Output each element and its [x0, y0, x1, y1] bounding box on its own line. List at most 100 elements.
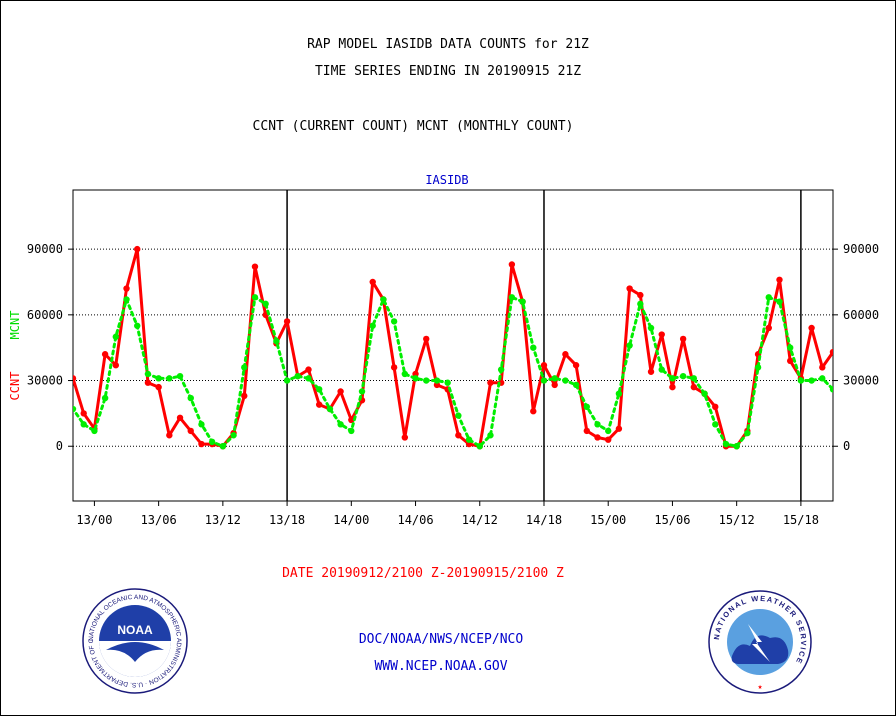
data-point-mcnt	[465, 436, 473, 443]
y-tick-label-right: 30000	[843, 374, 879, 388]
data-point-ccnt	[455, 432, 462, 439]
data-point-mcnt	[712, 421, 719, 428]
data-point-mcnt	[562, 377, 569, 384]
data-point-mcnt	[455, 412, 462, 419]
data-point-ccnt	[819, 364, 826, 371]
data-point-mcnt	[241, 364, 248, 371]
data-point-mcnt	[647, 324, 655, 332]
data-point-ccnt	[369, 278, 376, 286]
data-point-mcnt	[101, 394, 109, 402]
data-point-mcnt	[615, 390, 623, 397]
data-point-ccnt	[808, 324, 815, 332]
data-point-ccnt	[73, 375, 77, 382]
nws-logo-star: ★	[758, 682, 763, 691]
data-point-mcnt	[551, 375, 558, 382]
data-point-ccnt	[412, 370, 419, 378]
data-point-ccnt	[712, 403, 719, 411]
data-point-mcnt	[497, 366, 505, 373]
data-point-ccnt	[401, 434, 409, 441]
data-point-ccnt	[637, 291, 644, 299]
data-point-mcnt	[594, 421, 601, 428]
data-point-ccnt	[551, 381, 558, 389]
data-point-ccnt	[390, 364, 398, 371]
x-tick-label: 15/18	[783, 513, 819, 527]
noaa-logo-text: NOAA	[117, 623, 153, 637]
data-point-mcnt	[733, 443, 740, 450]
data-point-mcnt	[765, 294, 772, 301]
data-point-mcnt	[294, 372, 301, 380]
data-point-ccnt	[626, 285, 633, 292]
date-range: DATE 20190912/2100 Z-20190915/2100 Z	[282, 566, 564, 581]
chart-title-line-2: TIME SERIES ENDING IN 20190915 21Z	[314, 64, 582, 79]
data-point-ccnt	[166, 432, 173, 439]
data-point-mcnt	[412, 375, 419, 382]
data-point-ccnt	[615, 425, 623, 432]
data-point-mcnt	[819, 375, 826, 382]
nws-logo: NATIONAL WEATHER SERVICE ★	[708, 590, 812, 694]
data-point-mcnt	[508, 294, 516, 301]
data-point-mcnt	[315, 386, 323, 393]
y-axis-label-ccnt: CCNT	[8, 372, 22, 401]
data-point-ccnt	[562, 351, 569, 358]
y-tick-label-right: 90000	[843, 242, 879, 256]
data-point-mcnt	[626, 342, 633, 349]
data-point-mcnt	[829, 386, 833, 393]
data-point-ccnt	[134, 245, 141, 253]
data-point-ccnt	[123, 285, 130, 292]
data-point-ccnt	[283, 318, 291, 325]
data-point-mcnt	[519, 298, 526, 305]
data-point-ccnt	[176, 414, 184, 421]
data-point-mcnt	[669, 375, 676, 382]
data-point-ccnt	[540, 362, 548, 369]
data-point-mcnt	[219, 443, 227, 450]
data-point-ccnt	[348, 416, 355, 424]
data-point-ccnt	[690, 383, 698, 391]
x-tick-label: 14/06	[397, 513, 433, 527]
data-point-mcnt	[530, 344, 537, 351]
data-point-ccnt	[605, 436, 612, 443]
data-point-ccnt	[423, 335, 430, 343]
data-point-mcnt	[176, 372, 184, 380]
data-point-mcnt	[273, 337, 280, 345]
data-point-mcnt	[433, 377, 441, 384]
data-point-mcnt	[572, 381, 580, 389]
data-point-mcnt	[155, 375, 162, 382]
data-point-mcnt	[123, 296, 130, 303]
data-point-mcnt	[808, 377, 815, 384]
x-tick-label: 13/00	[76, 513, 112, 527]
data-point-ccnt	[465, 440, 473, 448]
data-point-mcnt	[690, 375, 698, 382]
data-point-mcnt	[487, 432, 494, 439]
data-point-ccnt	[647, 368, 655, 375]
x-tick-label: 13/18	[269, 513, 305, 527]
data-point-ccnt	[679, 335, 687, 343]
data-point-mcnt	[283, 377, 291, 384]
data-point-ccnt	[241, 392, 248, 400]
data-point-ccnt	[315, 401, 323, 408]
plot-title: IASIDB	[425, 173, 468, 187]
x-tick-label: 14/12	[462, 513, 498, 527]
data-point-mcnt	[187, 394, 194, 402]
data-point-mcnt	[337, 421, 344, 428]
data-point-mcnt	[423, 377, 430, 384]
data-point-mcnt	[637, 300, 644, 308]
data-point-ccnt	[658, 331, 665, 338]
data-point-mcnt	[583, 403, 591, 411]
x-tick-label: 13/12	[205, 513, 241, 527]
data-point-ccnt	[187, 427, 194, 435]
data-point-ccnt	[786, 357, 794, 365]
website-link[interactable]: WWW.NCEP.NOAA.GOV	[374, 659, 508, 674]
data-point-ccnt	[765, 324, 772, 332]
x-tick-label: 14/18	[526, 513, 562, 527]
data-point-mcnt	[744, 429, 751, 437]
data-point-mcnt	[701, 390, 708, 397]
data-point-ccnt	[305, 366, 312, 373]
data-point-ccnt	[487, 379, 494, 386]
data-point-ccnt	[508, 261, 516, 268]
data-point-mcnt	[540, 377, 548, 384]
data-point-mcnt	[230, 432, 237, 439]
data-point-mcnt	[444, 379, 451, 386]
data-point-mcnt	[305, 375, 312, 382]
data-point-ccnt	[829, 348, 833, 356]
